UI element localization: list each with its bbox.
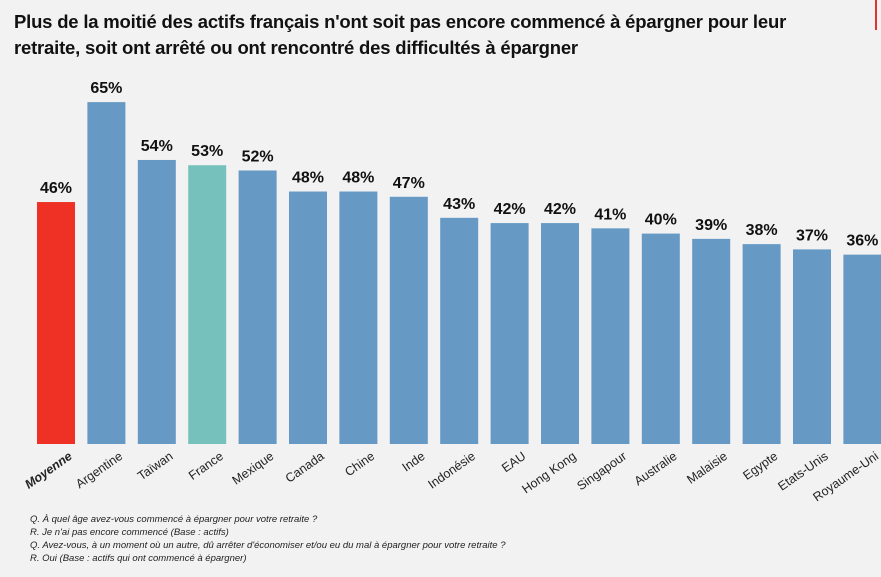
bar-3 — [188, 165, 227, 444]
note-q1: Q. À quel âge avez-vous commencé à éparg… — [30, 514, 318, 525]
category-label: Indonésie — [425, 449, 477, 492]
bar-16 — [843, 254, 881, 444]
survey-notes: Q. À quel âge avez-vous commencé à éparg… — [30, 513, 506, 565]
note-r1: R. Je n'ai pas encore commencé (Base : a… — [30, 527, 229, 538]
note-q2: Q. Avez-vous, à un moment où un autre, d… — [30, 540, 506, 551]
bar-2 — [137, 159, 176, 444]
data-label: 38% — [746, 222, 778, 239]
bar-13 — [692, 238, 731, 444]
data-label: 42% — [544, 201, 576, 218]
category-label: France — [186, 449, 226, 483]
data-label: 53% — [191, 143, 223, 160]
data-label: 46% — [40, 180, 72, 197]
bar-10 — [541, 223, 579, 444]
bar-15 — [793, 249, 831, 444]
category-label: Canada — [283, 449, 327, 486]
category-label: Hong Kong — [519, 449, 578, 496]
data-label: 43% — [443, 196, 475, 213]
bar-6 — [339, 191, 378, 444]
category-label: Inde — [400, 449, 428, 474]
category-label: Argentine — [73, 449, 125, 491]
category-label: EAU — [499, 449, 528, 475]
category-label: Singapour — [574, 449, 629, 493]
data-label: 47% — [393, 175, 425, 192]
category-label: Malaisie — [684, 449, 730, 487]
data-label: 42% — [494, 201, 526, 218]
data-label: 48% — [292, 170, 324, 187]
category-label: Moyenne — [22, 449, 74, 492]
data-label: 52% — [242, 148, 274, 165]
note-r2: R. Oui (Base : actifs qui ont commencé à… — [30, 553, 247, 564]
chart-title: Plus de la moitié des actifs français n'… — [14, 11, 787, 58]
bar-5 — [289, 191, 327, 444]
category-label: Australie — [632, 449, 680, 488]
category-label: Egypte — [740, 449, 780, 483]
bar-9 — [490, 223, 529, 444]
data-label: 54% — [141, 138, 173, 155]
bar-1 — [87, 102, 126, 444]
accent-line — [875, 0, 877, 30]
bar-14 — [742, 244, 781, 444]
data-label: 37% — [796, 227, 828, 244]
data-label: 41% — [594, 206, 626, 223]
data-label: 48% — [342, 170, 374, 187]
data-label: 36% — [846, 233, 878, 250]
bar-11 — [591, 228, 630, 444]
bar-7 — [389, 196, 428, 444]
bar-chart: 46% Moyenne 65% Argentine 54% Taïwan 53% France… — [22, 80, 881, 504]
bar-4 — [238, 170, 277, 445]
category-label: Chine — [342, 449, 377, 479]
category-label: Mexique — [230, 449, 277, 488]
bar-8 — [440, 217, 479, 444]
data-label: 40% — [645, 212, 677, 229]
category-label: Taïwan — [135, 449, 176, 483]
data-label: 39% — [695, 217, 727, 234]
data-label: 65% — [90, 80, 122, 97]
bar-12 — [641, 233, 680, 444]
bar-0 — [37, 202, 75, 444]
